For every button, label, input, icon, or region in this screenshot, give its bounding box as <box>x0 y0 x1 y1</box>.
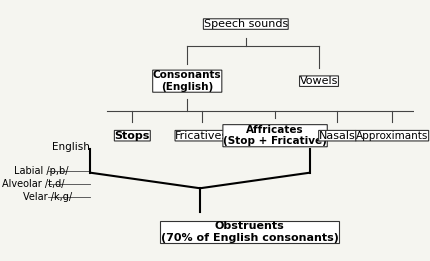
Text: Vowels: Vowels <box>299 76 338 86</box>
Text: Labial /p,b/: Labial /p,b/ <box>14 166 68 176</box>
Text: Velar /k,g/: Velar /k,g/ <box>23 192 72 202</box>
Text: Approximants: Approximants <box>355 131 427 141</box>
Text: Speech sounds: Speech sounds <box>203 19 287 29</box>
Text: Alveolar /t,d/: Alveolar /t,d/ <box>2 179 64 189</box>
Text: Fricatives: Fricatives <box>175 131 228 141</box>
Text: Nasals: Nasals <box>318 131 355 141</box>
Text: English: English <box>52 142 90 152</box>
Text: Obstruents
(70% of English consonants): Obstruents (70% of English consonants) <box>160 221 338 242</box>
Text: Stops: Stops <box>114 131 150 141</box>
Text: Consonants
(English): Consonants (English) <box>153 70 221 92</box>
Text: Affricates
(Stop + Fricative): Affricates (Stop + Fricative) <box>223 125 326 146</box>
